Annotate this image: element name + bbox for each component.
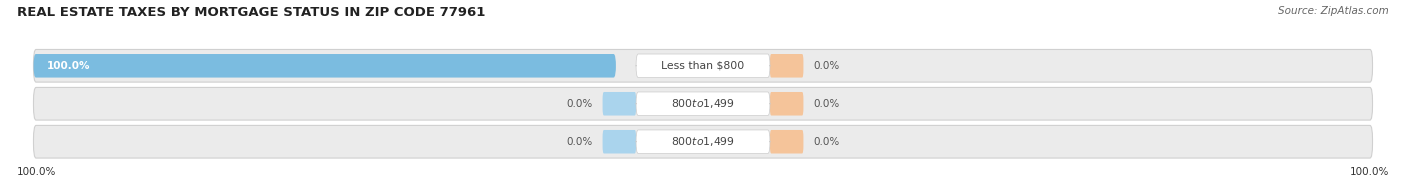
Text: 100.0%: 100.0% — [1350, 167, 1389, 177]
Text: $800 to $1,499: $800 to $1,499 — [671, 135, 735, 148]
Text: 0.0%: 0.0% — [567, 137, 592, 147]
Text: 0.0%: 0.0% — [814, 61, 839, 71]
FancyBboxPatch shape — [34, 54, 616, 78]
FancyBboxPatch shape — [603, 130, 636, 153]
FancyBboxPatch shape — [636, 130, 770, 153]
FancyBboxPatch shape — [34, 49, 1372, 82]
Text: Source: ZipAtlas.com: Source: ZipAtlas.com — [1278, 6, 1389, 16]
Text: Less than $800: Less than $800 — [661, 61, 745, 71]
Text: 0.0%: 0.0% — [567, 99, 592, 109]
Text: 100.0%: 100.0% — [17, 167, 56, 177]
FancyBboxPatch shape — [34, 87, 1372, 120]
Text: REAL ESTATE TAXES BY MORTGAGE STATUS IN ZIP CODE 77961: REAL ESTATE TAXES BY MORTGAGE STATUS IN … — [17, 6, 485, 19]
FancyBboxPatch shape — [636, 54, 770, 78]
Text: 0.0%: 0.0% — [814, 99, 839, 109]
FancyBboxPatch shape — [770, 130, 803, 153]
FancyBboxPatch shape — [770, 92, 803, 115]
Text: 100.0%: 100.0% — [46, 61, 90, 71]
Text: $800 to $1,499: $800 to $1,499 — [671, 97, 735, 110]
Text: 0.0%: 0.0% — [814, 137, 839, 147]
FancyBboxPatch shape — [770, 54, 803, 78]
FancyBboxPatch shape — [34, 125, 1372, 158]
FancyBboxPatch shape — [603, 92, 636, 115]
FancyBboxPatch shape — [636, 92, 770, 115]
